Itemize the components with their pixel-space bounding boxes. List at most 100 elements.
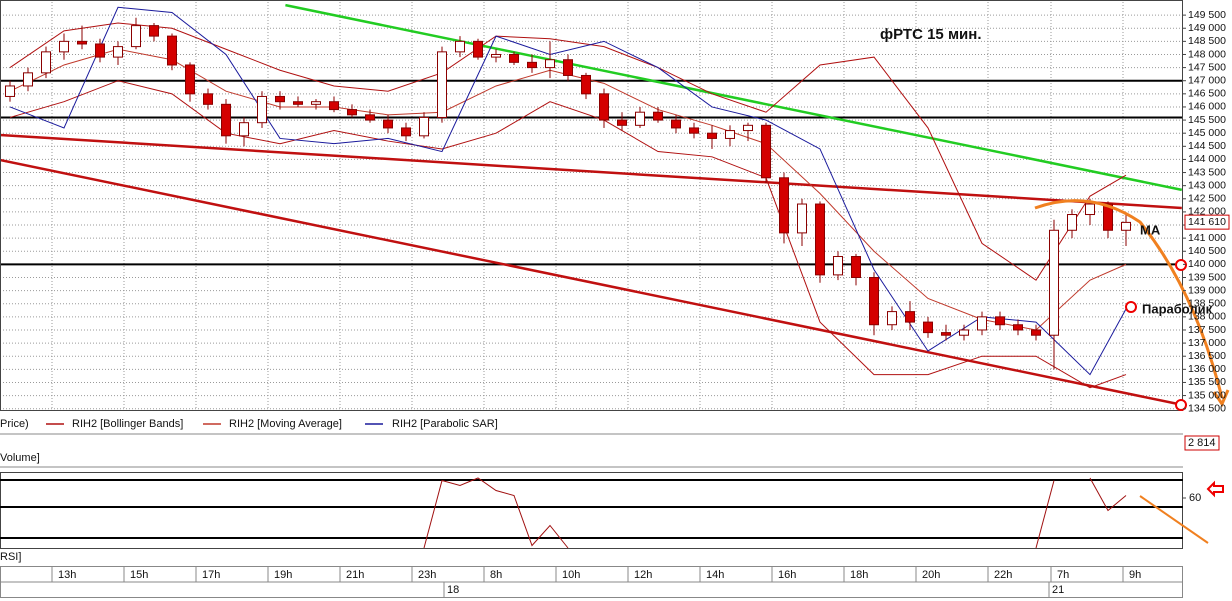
trendline xyxy=(0,133,1182,210)
candle-body xyxy=(599,93,610,121)
bollinger-upper xyxy=(9,22,1127,281)
candle-body xyxy=(275,95,286,103)
time-label: 13h xyxy=(58,569,76,581)
chart-title: фРТС 15 мин. xyxy=(880,26,982,43)
candle-body xyxy=(167,35,178,66)
time-label: 23h xyxy=(418,569,436,581)
candle-body xyxy=(689,127,699,134)
last-price: 141 610 xyxy=(1188,216,1226,228)
candle-body xyxy=(527,61,538,69)
candle-body xyxy=(131,25,142,48)
candle-body xyxy=(1012,324,1023,331)
candle-body xyxy=(1102,203,1113,231)
y-tick-label: 140 000 xyxy=(1188,258,1226,270)
time-label: 16h xyxy=(778,569,796,581)
candle-body xyxy=(635,111,646,126)
rsi-label: RSI] xyxy=(0,551,21,563)
candle-body xyxy=(886,311,897,326)
candle-body xyxy=(329,101,340,111)
candle-body xyxy=(203,93,214,105)
grid xyxy=(0,2,1183,410)
y-tick-label: 140 500 xyxy=(1188,245,1226,257)
y-tick-label: 143 500 xyxy=(1188,166,1226,178)
sar-marker xyxy=(1125,301,1137,313)
time-label: 15h xyxy=(130,569,148,581)
candle-body xyxy=(455,40,466,53)
y-tick-label: 137 000 xyxy=(1188,337,1226,349)
candle-body xyxy=(545,59,556,69)
parabolic-sar xyxy=(9,6,1127,376)
candle-body xyxy=(922,321,933,334)
volume-value: 2 814 xyxy=(1188,437,1216,449)
plot xyxy=(0,3,1183,406)
candle-body xyxy=(509,53,520,63)
candle-body xyxy=(814,203,825,276)
y-tick-label: 141 000 xyxy=(1188,232,1226,244)
time-label: 8h xyxy=(490,569,502,581)
candle-body xyxy=(311,101,322,105)
y-tick-label: 149 000 xyxy=(1188,22,1226,34)
y-tick-label: 148 500 xyxy=(1188,35,1226,47)
date-label: 21 xyxy=(1052,584,1064,596)
candle-body xyxy=(59,40,70,53)
candle-body xyxy=(1048,229,1059,336)
time-labels: 13h 15h 17h 19h 21h 23h 8h 10h 12h 14h 16h 18h 20h 22… xyxy=(51,567,1141,598)
candle-body xyxy=(257,95,268,124)
candle-body xyxy=(473,40,484,58)
y-tick-label: 134 500 xyxy=(1188,402,1226,414)
level-marker xyxy=(1175,399,1187,411)
candle-body xyxy=(904,311,915,323)
candle-body xyxy=(23,72,34,87)
time-label: 18h xyxy=(850,569,868,581)
y-tick-label: 146 500 xyxy=(1188,88,1226,100)
candle-body xyxy=(832,256,843,276)
candle-body xyxy=(778,177,789,234)
last-price-box xyxy=(1184,214,1230,230)
time-label: 7h xyxy=(1057,569,1069,581)
candle-body xyxy=(491,53,502,58)
y-tick-label: 145 000 xyxy=(1188,127,1226,139)
candle-body xyxy=(760,124,771,179)
trendline xyxy=(0,158,1183,406)
rsi-frame xyxy=(0,472,1183,549)
candle-body xyxy=(868,276,879,326)
candle-body xyxy=(850,256,861,278)
y-tick-label: 136 000 xyxy=(1188,363,1226,375)
candle-body xyxy=(742,124,753,132)
legend-entry: RIH2 [Moving Average] xyxy=(229,418,342,430)
legend-price: Price) xyxy=(0,418,29,430)
y-tick-label: 143 000 xyxy=(1188,179,1226,191)
y-tick-label: 147 500 xyxy=(1188,61,1226,73)
candle-body xyxy=(940,332,951,336)
date-label: 18 xyxy=(447,584,459,596)
y-tick-label: 144 500 xyxy=(1188,140,1226,152)
candle-body xyxy=(1120,221,1131,231)
candle-body xyxy=(95,43,106,58)
ma-annotation: МА xyxy=(1140,222,1161,237)
legend-entry: RIH2 [Bollinger Bands] xyxy=(72,418,183,430)
time-label: 20h xyxy=(922,569,940,581)
candle-body xyxy=(653,111,663,121)
time-label: 19h xyxy=(274,569,292,581)
y-tick-label: 138 000 xyxy=(1188,311,1226,323)
candle-body xyxy=(706,132,717,139)
candle-body xyxy=(419,116,430,137)
y-tick-label: 148 000 xyxy=(1188,48,1226,60)
candle-body xyxy=(563,59,574,76)
candle-body xyxy=(149,25,160,37)
rsi-line xyxy=(423,477,569,549)
y-tick-label: 136 500 xyxy=(1188,350,1226,362)
candle-body xyxy=(724,130,735,139)
time-label: 22h xyxy=(994,569,1012,581)
candle-body xyxy=(239,122,250,137)
level-marker xyxy=(1175,259,1187,271)
y-tick-label: 135 500 xyxy=(1188,376,1226,388)
y-tick-label: 145 500 xyxy=(1188,114,1226,126)
sar-annotation: Параболик xyxy=(1142,301,1213,316)
candle-body xyxy=(994,316,1005,326)
candle-body xyxy=(41,51,52,74)
candle-body xyxy=(365,114,376,121)
candle-body xyxy=(383,119,394,129)
